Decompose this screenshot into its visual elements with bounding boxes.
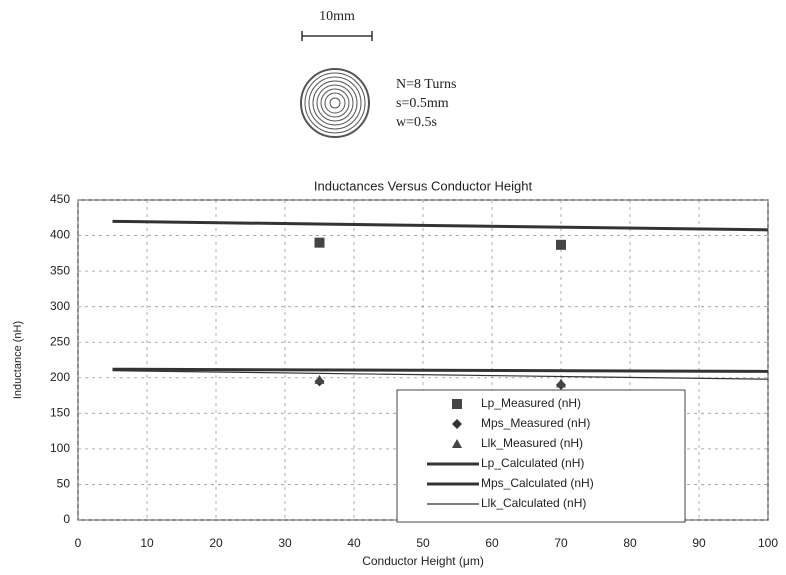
marker <box>556 239 566 250</box>
legend-label: Llk_Calculated (nH) <box>481 496 586 510</box>
legend-label: Lp_Calculated (nH) <box>481 456 584 470</box>
legend-box <box>396 389 686 523</box>
legend-label: Lp_Measured (nH) <box>481 396 581 410</box>
marker <box>314 374 325 384</box>
x-tick-label: 80 <box>623 536 637 550</box>
marker <box>556 378 566 388</box>
y-tick-label: 50 <box>57 477 71 491</box>
legend-label: Llk_Measured (nH) <box>481 436 583 450</box>
legend-label: Mps_Calculated (nH) <box>481 476 594 490</box>
y-tick-label: 200 <box>50 370 70 384</box>
legend-label: Mps_Measured (nH) <box>481 416 590 430</box>
annotation: s=0.5mm <box>396 96 449 111</box>
x-tick-label: 50 <box>416 536 430 550</box>
y-tick-label: 0 <box>63 512 70 526</box>
x-tick-label: 10 <box>140 536 154 550</box>
x-tick-label: 40 <box>347 536 361 550</box>
x-tick-label: 30 <box>278 536 292 550</box>
y-tick-label: 400 <box>50 228 70 242</box>
annotation: 10mm <box>319 9 355 24</box>
y-tick-label: 350 <box>50 263 70 277</box>
marker <box>452 399 462 409</box>
scale-bar <box>301 31 373 41</box>
x-tick-label: 0 <box>75 536 82 550</box>
x-tick-label: 70 <box>554 536 568 550</box>
marker <box>452 419 462 429</box>
y-tick-label: 250 <box>50 334 70 348</box>
annotation: w=0.5s <box>396 115 437 130</box>
x-tick-label: 20 <box>209 536 223 550</box>
x-tick-label: 100 <box>758 536 778 550</box>
marker <box>452 439 462 448</box>
x-axis-label: Conductor Height (μm) <box>362 554 484 568</box>
x-tick-label: 60 <box>485 536 499 550</box>
chart-title: Inductances Versus Conductor Height <box>314 178 533 193</box>
y-tick-label: 150 <box>50 406 70 420</box>
y-tick-label: 100 <box>50 441 70 455</box>
y-tick-label: 450 <box>50 192 70 206</box>
y-tick-label: 300 <box>50 299 70 313</box>
series-line <box>112 367 769 373</box>
series-line <box>112 370 769 380</box>
y-axis-label: Inductance (nH) <box>12 321 24 399</box>
x-tick-label: 90 <box>692 536 706 550</box>
series-line <box>112 219 769 232</box>
coil-figure <box>300 68 370 138</box>
annotation: N=8 Turns <box>396 77 456 92</box>
marker <box>314 237 325 248</box>
